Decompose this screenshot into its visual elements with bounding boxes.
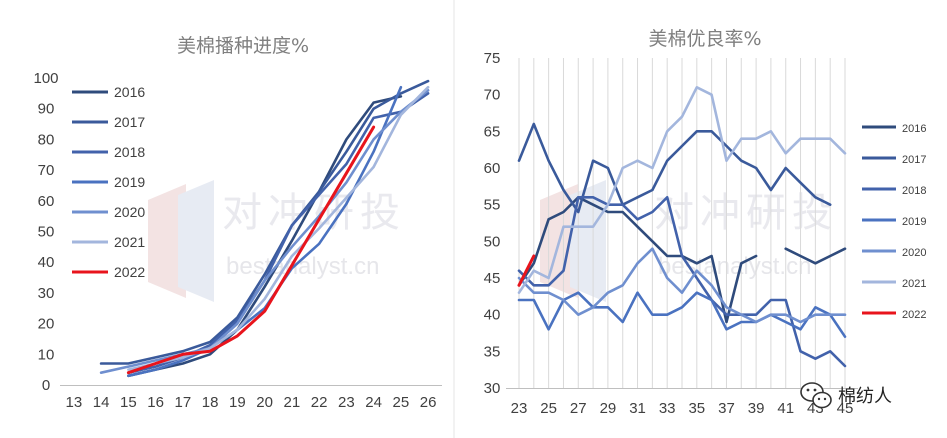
y-tick-label: 20 — [38, 316, 55, 333]
x-tick-label: 15 — [120, 394, 137, 411]
series-line-2022 — [126, 125, 376, 375]
x-tick-label: 20 — [256, 394, 273, 411]
good-excellent-rate-chart: 美棉优良率% 30 35 40 45 50 55 60 65 70 75 23 25 27 29 31 33… — [484, 28, 927, 417]
legend-label-2021: 2021 — [114, 234, 145, 250]
y-tick-label: 75 — [484, 50, 501, 67]
watermark-cn-right: 对冲研投 — [654, 190, 838, 236]
series-line-2021 — [517, 86, 847, 295]
x-tick-label: 13 — [66, 394, 83, 411]
watermark-left: 对冲研投 bestanalyst.cn — [148, 180, 406, 302]
x-tick-label: 25 — [540, 400, 557, 417]
legend-label-2016: 2016 — [902, 123, 926, 135]
legend-label-2020: 2020 — [114, 204, 145, 220]
x-tick-label: 29 — [600, 400, 617, 417]
y-tick-label: 60 — [38, 193, 55, 210]
series-line-2021 — [127, 85, 430, 371]
series-line-2016 — [517, 196, 758, 324]
y-tick-label: 60 — [484, 160, 501, 177]
x-tick-label: 22 — [311, 394, 328, 411]
x-tick-label: 33 — [659, 400, 676, 417]
x-tick-label: 31 — [629, 400, 646, 417]
legend-label-2022: 2022 — [114, 264, 145, 280]
x-tick-label: 16 — [147, 394, 164, 411]
y-tick-label: 40 — [484, 307, 501, 324]
x-tick-label: 14 — [93, 394, 110, 411]
chart-title: 美棉优良率% — [648, 28, 761, 50]
y-tick-label: 70 — [38, 162, 55, 179]
x-tick-label: 35 — [688, 400, 705, 417]
legend-label-2018: 2018 — [902, 185, 926, 197]
y-tick-label: 40 — [38, 254, 55, 271]
x-tick-label: 26 — [420, 394, 437, 411]
y-tick-label: 35 — [484, 343, 501, 360]
wechat-icon — [800, 382, 832, 409]
series-line-2017 — [99, 79, 430, 365]
y-tick-label: 50 — [38, 224, 55, 241]
legend-label-2018: 2018 — [114, 144, 145, 160]
legend-label-2017: 2017 — [114, 114, 145, 130]
x-tick-label: 23 — [511, 400, 528, 417]
x-tick-label: 19 — [229, 394, 246, 411]
x-tick-label: 23 — [338, 394, 355, 411]
x-tick-label: 17 — [175, 394, 192, 411]
series-line-2019 — [517, 291, 847, 339]
legend-label-2017: 2017 — [902, 154, 926, 166]
x-tick-label: 41 — [777, 400, 794, 417]
legend-label-2016: 2016 — [114, 84, 145, 100]
brand-text: 棉纺人 — [838, 386, 892, 407]
y-tick-label: 0 — [42, 377, 50, 394]
series-line-2020 — [99, 89, 430, 375]
legend-label-2020: 2020 — [902, 247, 926, 259]
y-tick-label: 100 — [33, 70, 58, 87]
x-tick-label: 25 — [393, 394, 410, 411]
legend-label-2019: 2019 — [114, 174, 145, 190]
watermark-cn-left: 对冲研投 — [222, 190, 406, 236]
x-tick-label: 27 — [570, 400, 587, 417]
y-tick-label: 80 — [38, 131, 55, 148]
series-line-2016 — [127, 95, 403, 378]
legend-label-2021: 2021 — [902, 278, 926, 290]
x-tick-label: 21 — [284, 394, 301, 411]
series-line-2016 — [784, 247, 847, 265]
y-tick-label: 90 — [38, 101, 55, 118]
chart-title: 美棉播种进度% — [177, 35, 309, 57]
y-tick-label: 65 — [484, 123, 501, 140]
y-tick-label: 70 — [484, 87, 501, 104]
y-tick-label: 55 — [484, 197, 501, 214]
x-tick-label: 18 — [202, 394, 219, 411]
series-line-2017 — [517, 122, 832, 214]
x-tick-label: 37 — [718, 400, 735, 417]
brand-badge: 棉纺人 — [800, 382, 892, 409]
y-tick-label: 50 — [484, 233, 501, 250]
y-tick-label: 30 — [38, 285, 55, 302]
legend-label-2022: 2022 — [902, 309, 926, 321]
planting-progress-chart: 美棉播种进度% 0 10 20 30 40 50 60 70 80 90 100 13 14 15 16 1… — [33, 35, 442, 411]
y-tick-label: 10 — [38, 346, 55, 363]
series-line-2020 — [517, 247, 847, 324]
series-line-2022 — [517, 254, 536, 287]
y-tick-label: 45 — [484, 270, 501, 287]
x-tick-label: 24 — [365, 394, 382, 411]
y-tick-label: 30 — [484, 380, 501, 397]
x-tick-label: 45 — [837, 400, 854, 417]
x-tick-label: 39 — [748, 400, 765, 417]
legend-label-2019: 2019 — [902, 216, 926, 228]
